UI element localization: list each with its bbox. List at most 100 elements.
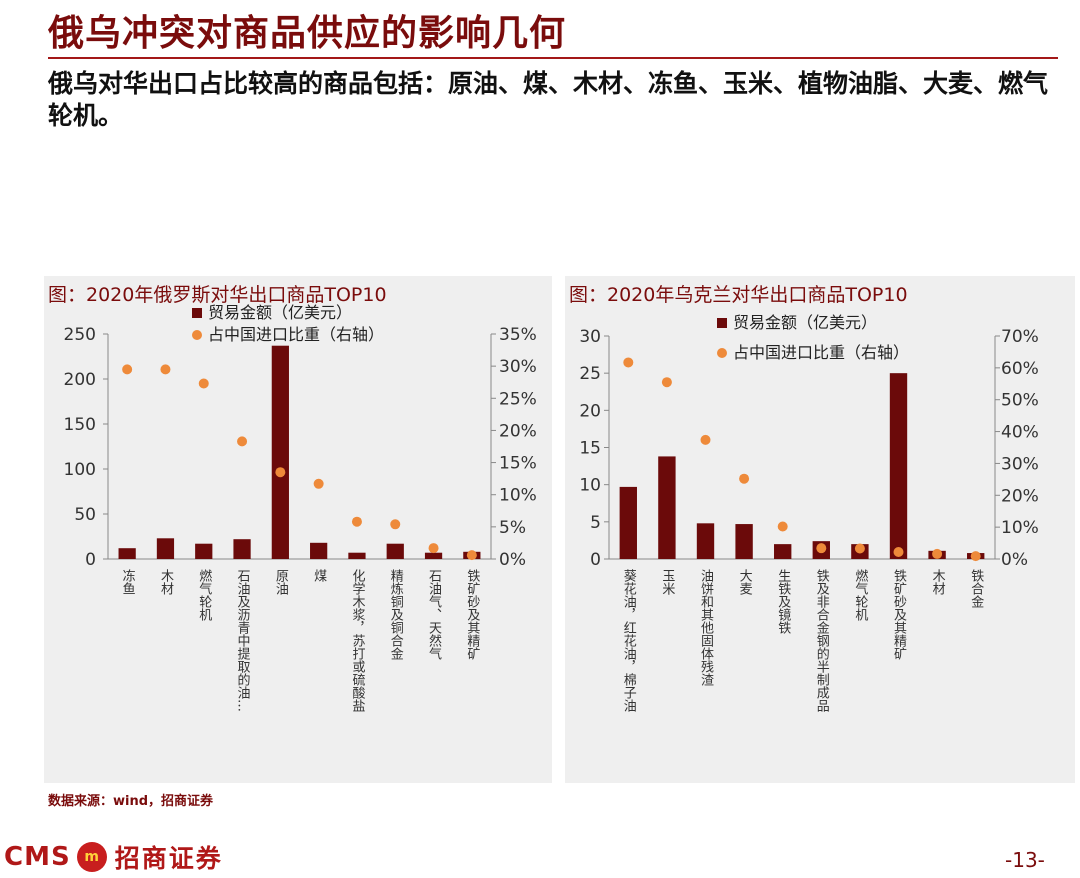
bar (424, 552, 443, 559)
data-point (623, 357, 634, 368)
right-tick-label: 25% (499, 389, 537, 409)
bar (774, 544, 792, 559)
logo-emblem-icon: m (76, 842, 107, 872)
bar (696, 523, 715, 559)
left-tick-label: 0 (85, 550, 96, 570)
category-label: 燃气轮机 (196, 568, 212, 622)
data-point (160, 364, 171, 375)
left-tick-label: 20 (579, 401, 601, 421)
category-label: 玉米 (659, 569, 675, 595)
category-label: 木材 (158, 569, 174, 595)
category-label: 油饼和其他固体残渣 (698, 569, 714, 687)
right-tick-label: 15% (499, 454, 537, 474)
category-label: 石油气、天然气 (426, 569, 442, 660)
category-label: 铁合金 (968, 569, 984, 608)
bar (386, 543, 404, 559)
category-label: 冻鱼 (120, 568, 135, 595)
right-tick-label: 10% (499, 486, 537, 506)
data-point (854, 543, 865, 554)
data-point (661, 377, 672, 388)
logo-company-name: 招商证券 (114, 844, 223, 873)
left-tick-label: 50 (74, 505, 96, 525)
right-tick-label: 5% (499, 518, 526, 538)
bar (271, 345, 289, 559)
bar (619, 486, 637, 559)
data-point (390, 519, 401, 530)
legend-dot-swatch (192, 330, 202, 340)
ukraine-chart: 0 5 10 15 20 25 30 0% 10% 20% 30% 40% 50% 60% 70% 葵花油，红… (579, 313, 1039, 712)
chart-title: 图：2020年乌克兰对华出口商品TOP10 (569, 284, 908, 306)
category-label: 铁及非合金钢的半制成品 (814, 569, 830, 712)
category-label: 铁矿砂及其精矿 (464, 569, 480, 660)
ukraine-chart-panel: 图：2020年乌克兰对华出口商品TOP10 0 5 10 15 20 25 30 0% 10% 2… (565, 276, 1075, 783)
bar (348, 552, 366, 559)
page-number: -13- (1005, 848, 1045, 872)
left-tick-label: 200 (64, 370, 96, 390)
right-tick-label: 40% (1001, 423, 1039, 443)
bar (735, 524, 753, 559)
data-point (816, 543, 827, 554)
page-subtitle: 俄乌对华出口占比较高的商品包括：原油、煤、木材、冻鱼、玉米、植物油脂、大麦、燃气… (48, 69, 1049, 130)
category-label: 大麦 (737, 569, 753, 595)
right-tick-label: 60% (1001, 359, 1039, 379)
data-point (313, 478, 324, 489)
category-label: 石油及沥青中提取的油… (235, 569, 251, 712)
bar (118, 548, 136, 559)
right-tick-label: 20% (1001, 486, 1039, 506)
data-point (351, 516, 362, 527)
right-tick-label: 20% (499, 421, 537, 441)
category-label: 木材 (930, 569, 946, 595)
left-tick-label: 5 (590, 513, 601, 533)
data-point (198, 378, 209, 389)
left-tick-label: 0 (590, 550, 601, 570)
data-point (700, 434, 711, 445)
legend-dot-label: 占中国进口比重（右轴） (208, 325, 384, 344)
page-title: 俄乌冲突对商品供应的影响几何 (48, 12, 567, 54)
left-tick-label: 25 (579, 364, 601, 384)
right-tick-label: 10% (1001, 518, 1039, 538)
category-label: 生铁及镜铁 (775, 569, 791, 634)
right-tick-label: 50% (1001, 391, 1039, 411)
legend-bar-label: 贸易金额（亿美元） (733, 313, 877, 332)
data-point (777, 521, 788, 532)
category-label: 精炼铜及铜合金 (388, 569, 404, 660)
data-point (970, 551, 981, 562)
data-point (739, 473, 750, 484)
category-label: 化学木浆，苏打或硫酸盐 (349, 569, 365, 712)
russia-chart: 0 50 100 150 200 250 0% 5% 10% 15% 20% 25% 30% 35% 冻鱼木… (64, 303, 537, 712)
data-point (932, 548, 943, 559)
bar (156, 538, 175, 559)
chart-title: 图：2020年俄罗斯对华出口商品TOP10 (48, 284, 387, 306)
category-label: 煤 (311, 569, 327, 582)
data-point (466, 550, 477, 561)
bar (233, 539, 251, 559)
legend-bar-label: 贸易金额（亿美元） (208, 303, 352, 322)
legend-bar-swatch (717, 318, 727, 328)
data-point (237, 436, 248, 447)
title-divider (48, 57, 1058, 59)
left-tick-label: 250 (64, 325, 96, 345)
bar (658, 456, 676, 559)
legend-bar-swatch (192, 308, 202, 318)
russia-chart-panel: 图：2020年俄罗斯对华出口商品TOP10 0 50 100 150 200 250 0% 5… (44, 276, 552, 783)
data-point (122, 364, 133, 375)
legend-dot-swatch (717, 348, 727, 358)
category-label: 铁矿砂及其精矿 (891, 569, 907, 660)
data-source: 数据来源：wind，招商证券 (48, 794, 214, 809)
right-tick-label: 30% (1001, 454, 1039, 474)
bar (195, 543, 213, 559)
bar (889, 373, 908, 559)
category-label: 葵花油，红花油，棉子油 (621, 569, 637, 712)
legend-dot-label: 占中国进口比重（右轴） (733, 343, 909, 362)
bar (310, 542, 328, 559)
left-tick-label: 100 (64, 460, 96, 480)
company-logo: CMS m 招商证券 (4, 840, 223, 874)
logo-cms-text: CMS (4, 842, 71, 872)
right-tick-label: 30% (499, 357, 537, 377)
category-label: 燃气轮机 (852, 568, 868, 622)
category-label: 原油 (273, 569, 289, 595)
right-tick-label: 0% (1001, 550, 1028, 570)
right-tick-label: 0% (499, 550, 526, 570)
left-tick-label: 30 (579, 327, 601, 347)
right-tick-label: 35% (499, 325, 537, 345)
